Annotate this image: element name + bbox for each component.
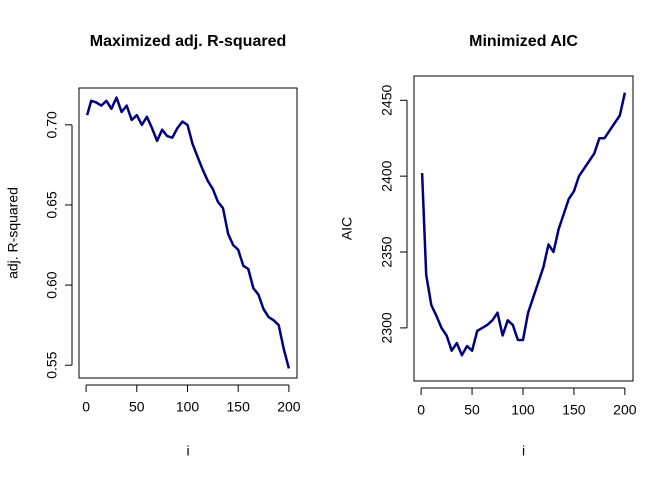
y-tick-label: 2450 (379, 84, 395, 115)
y-tick-label: 0.55 (44, 351, 60, 378)
y-axis-label: adj. R-squared (5, 187, 21, 279)
data-line (420, 92, 627, 357)
y-tick-label: 2400 (379, 160, 395, 191)
y-tick-label: 0.70 (44, 111, 60, 138)
x-tick-label: 150 (227, 399, 251, 415)
y-tick-label: 2300 (379, 312, 395, 343)
x-tick-label: 50 (129, 399, 145, 415)
x-axis-label: i (522, 443, 525, 459)
y-tick-label: 2350 (379, 236, 395, 267)
y-tick-label: 0.60 (44, 271, 60, 298)
chart-title: Maximized adj. R-squared (90, 33, 287, 50)
chart-title: Minimized AIC (469, 33, 578, 50)
x-tick-label: 200 (277, 399, 301, 415)
y-axis-label: AIC (339, 217, 355, 240)
plot-box (413, 75, 634, 382)
x-tick-label: 0 (417, 402, 425, 418)
x-tick-label: 100 (511, 402, 535, 418)
y-tick-label: 0.65 (44, 191, 60, 218)
x-tick-label: 0 (82, 399, 90, 415)
x-tick-label: 200 (613, 402, 637, 418)
x-tick-label: 150 (562, 402, 586, 418)
data-line (85, 96, 291, 369)
plot-box (78, 87, 298, 379)
x-tick-label: 50 (464, 402, 480, 418)
x-axis-label: i (186, 443, 189, 459)
x-tick-label: 100 (176, 399, 200, 415)
